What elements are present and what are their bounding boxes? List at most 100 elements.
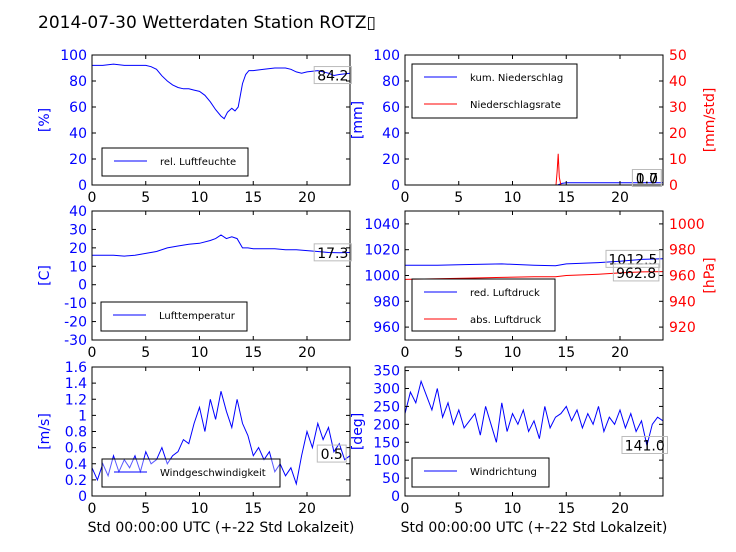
x-tick-label: 15 <box>557 345 575 361</box>
series-line-1 <box>92 234 350 257</box>
figure-title: 2014-07-30 Wetterdaten Station ROTZ▯ <box>38 13 376 33</box>
legend-label: Lufttemperatur <box>159 311 236 322</box>
y-tick-label: 20 <box>69 241 87 257</box>
y-tick-label: 40 <box>69 204 87 220</box>
x-tick-label: 0 <box>401 190 410 206</box>
x-tick-label: 0 <box>88 501 97 517</box>
x-tick-label: 20 <box>298 190 316 206</box>
y-tick-label: 1 <box>78 408 87 424</box>
x-axis-label: Std 00:00:00 UTC (+-22 Std Lokalzeit) <box>401 520 668 536</box>
value-label: 1.7 <box>636 172 658 188</box>
y-tick-label: 0.8 <box>65 425 87 441</box>
x-tick-label: 20 <box>298 345 316 361</box>
value-label: 0.5 <box>321 447 343 463</box>
legend-label: Windgeschwindigkeit <box>160 468 266 479</box>
y-tick-label: 1.4 <box>65 376 87 392</box>
y2-axis-label: [mm/std] <box>702 88 718 153</box>
x-tick-label: 10 <box>191 190 209 206</box>
legend-label: Windrichtung <box>470 467 537 478</box>
x-tick-label: 10 <box>504 190 522 206</box>
y2-tick-label: 960 <box>669 269 696 285</box>
y-tick-label: 60 <box>382 100 400 116</box>
x-tick-label: 0 <box>88 345 97 361</box>
legend: Windgeschwindigkeit <box>101 458 281 488</box>
y-axis-label: [mm] <box>350 101 366 139</box>
plot-frame <box>91 54 351 186</box>
x-tick-label: 10 <box>191 345 209 361</box>
legend-label: abs. Luftdruck <box>470 315 541 326</box>
y-tick-label: 0 <box>78 278 87 294</box>
value-label: 962.8 <box>616 266 656 282</box>
value-label-box <box>621 435 668 454</box>
y-tick-label: 250 <box>373 399 400 415</box>
y-tick-label: 0 <box>391 489 400 505</box>
y-tick-label: 960 <box>373 320 400 336</box>
y-tick-label: -10 <box>64 296 87 312</box>
x-tick-label: 5 <box>454 345 463 361</box>
y-tick-label: 30 <box>69 222 87 238</box>
y-tick-label: 150 <box>373 435 400 451</box>
series-line-1 <box>405 182 663 185</box>
y-tick-label: 100 <box>373 48 400 64</box>
y-tick-label: 300 <box>373 382 400 398</box>
y-tick-label: 1.2 <box>65 392 87 408</box>
x-tick-label: 20 <box>611 345 629 361</box>
legend-label: rel. Luftfeuchte <box>160 157 236 168</box>
legend: Lufttemperatur <box>100 301 248 332</box>
legend-label: red. Luftdruck <box>470 288 540 299</box>
x-tick-label: 5 <box>141 190 150 206</box>
x-tick-label: 5 <box>454 501 463 517</box>
x-tick-label: 10 <box>191 501 209 517</box>
value-label-box <box>631 169 662 187</box>
x-tick-label: 20 <box>611 501 629 517</box>
chart-panel-5: 0 5 10 15 20 00.20.40.60.811.21.41.6 [m/s] Std … <box>37 360 354 536</box>
x-tick-label: 15 <box>244 501 262 517</box>
series-line-1 <box>92 63 350 120</box>
y-tick-label: 60 <box>69 100 87 116</box>
legend-frame <box>411 278 556 332</box>
y-tick-label: 980 <box>373 294 400 310</box>
y2-tick-label: 40 <box>669 74 687 90</box>
y-tick-label: 40 <box>69 126 87 142</box>
legend: Windrichtung <box>411 457 550 488</box>
value-label-box <box>313 243 352 262</box>
plot-frame <box>404 54 664 186</box>
y-tick-label: 40 <box>382 126 400 142</box>
y-tick-label: 10 <box>69 259 87 275</box>
y-tick-label: 50 <box>382 471 400 487</box>
legend-frame <box>411 63 578 119</box>
y-axis-label: [m/s] <box>37 413 53 450</box>
chart-panel-2: 0 5 10 15 20 0 20 40 60 80 100 0 10 20 30 40 50 [mm/std] [… <box>350 48 718 206</box>
series-line-2 <box>405 271 663 280</box>
x-tick-label: 5 <box>141 501 150 517</box>
legend-frame <box>100 301 248 332</box>
y-tick-label: -30 <box>64 333 87 349</box>
series-line-2 <box>405 153 663 185</box>
y2-tick-label: 0 <box>669 178 678 194</box>
x-tick-label: 15 <box>557 190 575 206</box>
series-line-1 <box>405 379 663 446</box>
y-tick-label: 20 <box>382 152 400 168</box>
y-axis-label: [deg] <box>350 413 366 450</box>
x-axis-label: Std 00:00:00 UTC (+-22 Std Lokalzeit) <box>88 520 355 536</box>
legend: red. Luftdruck abs. Luftdruck <box>411 278 556 332</box>
y-tick-label: 0 <box>78 178 87 194</box>
series-line-1 <box>405 258 663 267</box>
x-tick-label: 20 <box>611 190 629 206</box>
y-tick-label: 1040 <box>364 217 400 233</box>
value-label: 141.0 <box>625 438 665 454</box>
y2-axis-label: [hPa] <box>702 257 718 293</box>
x-tick-label: 0 <box>88 190 97 206</box>
plot-frame <box>404 366 664 497</box>
value-label-box <box>316 444 347 463</box>
legend-frame <box>101 147 249 177</box>
chart-panel-1: 0 5 10 15 20 0 20 40 60 80 100 [%] 84.2 rel. Luftfeuc… <box>37 48 352 206</box>
value-label-box <box>612 263 660 282</box>
y-tick-label: 80 <box>382 74 400 90</box>
y2-tick-label: 20 <box>669 126 687 142</box>
y-tick-label: 0 <box>391 178 400 194</box>
x-tick-label: 15 <box>244 190 262 206</box>
y-tick-label: 100 <box>60 48 87 64</box>
x-tick-label: 5 <box>454 190 463 206</box>
